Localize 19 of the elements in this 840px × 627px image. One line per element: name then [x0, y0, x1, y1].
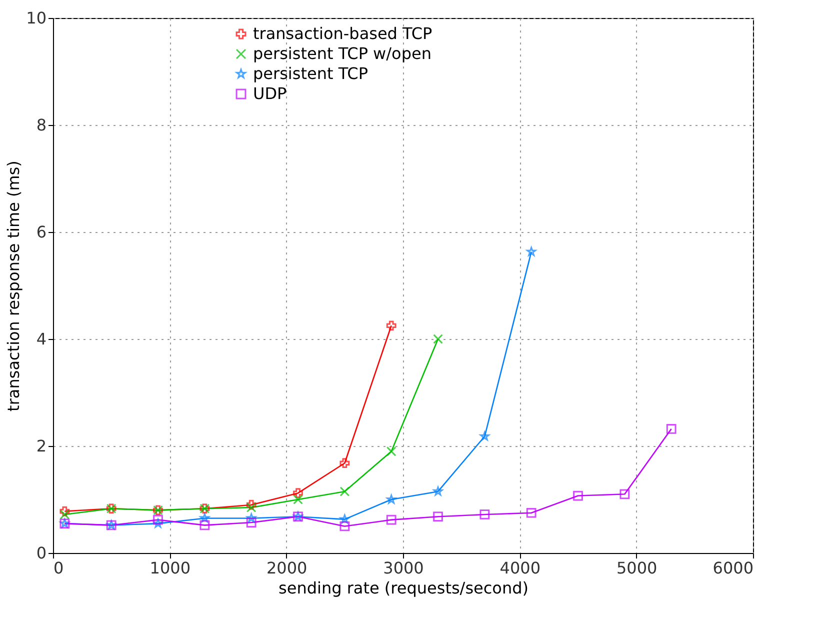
x-tick-label: 6000: [712, 558, 754, 578]
x-tick-label: 2000: [266, 558, 308, 578]
legend-label: persistent TCP w/open: [253, 44, 432, 63]
legend-label: persistent TCP: [253, 64, 368, 83]
x-tick-label: 1000: [150, 558, 191, 578]
x-tick-label: 5000: [616, 558, 658, 578]
legend-label: UDP: [253, 84, 288, 103]
x-tick-label: 4000: [500, 558, 541, 578]
legend-label: transaction-based TCP: [253, 24, 433, 43]
x-axis-title: sending rate (requests/second): [278, 578, 528, 598]
y-tick-label: 4: [36, 330, 46, 348]
x-tick-label: 3000: [383, 558, 424, 578]
y-tick-label: 6: [36, 222, 46, 242]
y-tick-label: 10: [26, 8, 46, 28]
x-tick-label: 0: [54, 558, 64, 578]
y-tick-label: 8: [36, 116, 46, 134]
y-tick-label: 2: [36, 436, 46, 456]
y-tick-label: 0: [36, 544, 46, 562]
y-axis-title: transaction response time (ms): [4, 160, 24, 412]
